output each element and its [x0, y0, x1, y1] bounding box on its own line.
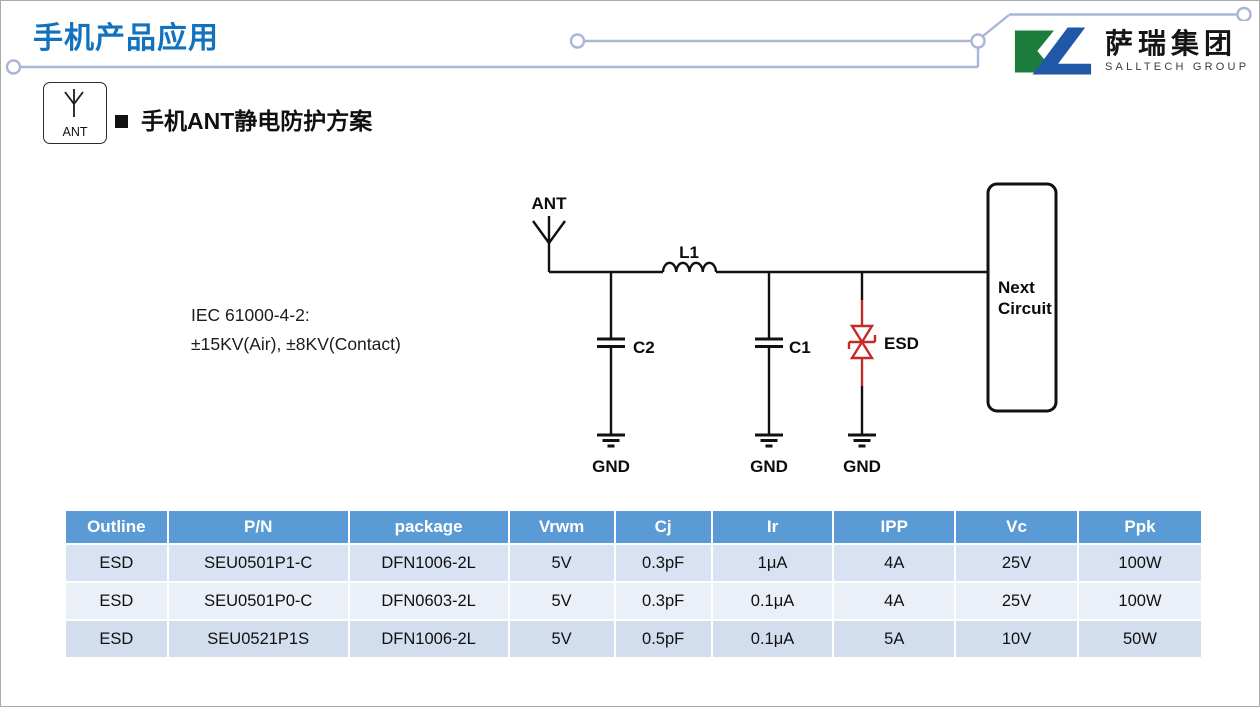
next-circuit-label-line1: Next [998, 278, 1035, 297]
table-cell: DFN1006-2L [349, 621, 508, 657]
table-cell: 100W [1078, 583, 1201, 619]
column-header-cj: Cj [615, 511, 711, 543]
capacitor-c2-symbol [597, 272, 625, 435]
table-cell: 25V [956, 545, 1077, 581]
column-header-package: package [349, 511, 508, 543]
ant-label: ANT [532, 194, 568, 213]
gnd-label: GND [843, 457, 881, 476]
table-cell: SEU0501P0-C [168, 583, 348, 619]
esd-protection-schematic: ANT L1 C2 GND C1 [532, 182, 1058, 476]
table-cell: SEU0501P1-C [168, 545, 348, 581]
table-cell: 4A [834, 583, 955, 619]
table-cell: ESD [66, 545, 167, 581]
gnd-label: GND [750, 457, 788, 476]
esd-tvs-diode-symbol [847, 272, 877, 435]
table-header-row: Outline P/N package Vrwm Cj Ir IPP Vc Ppk [66, 511, 1201, 543]
company-logo: 萨瑞集团 SALLTECH GROUP [1007, 21, 1254, 81]
table-cell: 4A [834, 545, 955, 581]
table-cell: 5V [509, 545, 614, 581]
column-header-vrwm: Vrwm [509, 511, 614, 543]
table-cell: 0.3pF [615, 545, 711, 581]
table-cell: 100W [1078, 545, 1201, 581]
ground-symbol [848, 433, 876, 448]
logo-name-cn: 萨瑞集团 [1105, 28, 1238, 59]
table-cell: 10V [956, 621, 1077, 657]
table-cell: ESD [66, 583, 167, 619]
ground-symbol [597, 433, 625, 448]
table-cell: 5V [509, 621, 614, 657]
esd-label: ESD [884, 334, 919, 353]
column-header-ir: Ir [712, 511, 833, 543]
column-header-ipp: IPP [834, 511, 955, 543]
c1-label: C1 [789, 338, 811, 357]
square-bullet-icon [115, 114, 128, 128]
table-cell: 1μA [712, 545, 833, 581]
section-heading: 手机ANT静电防护方案 [115, 102, 372, 136]
parts-table: Outline P/N package Vrwm Cj Ir IPP Vc Ppk ESD SEU… [64, 509, 1203, 659]
section-title: 手机ANT静电防护方案 [141, 108, 373, 134]
logo-mark-icon [1014, 27, 1092, 75]
column-header-vc: Vc [956, 511, 1077, 543]
table-cell: 50W [1078, 621, 1201, 657]
table-cell: ESD [66, 621, 167, 657]
inductor-l1-symbol [661, 261, 718, 273]
antenna-symbol [532, 216, 566, 272]
ant-box-label: ANT [62, 125, 88, 139]
table-cell: 5V [509, 583, 614, 619]
table-row: ESD SEU0501P1-C DFN1006-2L 5V 0.3pF 1μA 4A 25V 1… [66, 545, 1201, 581]
table-cell: 0.1μA [712, 583, 833, 619]
page-title: 手机产品应用 [33, 22, 219, 55]
table-cell: DFN0603-2L [349, 583, 508, 619]
table-body: ESD SEU0501P1-C DFN1006-2L 5V 0.3pF 1μA 4A 25V 1… [66, 545, 1201, 657]
column-header-outline: Outline [66, 511, 167, 543]
iec-standard-note: IEC 61000-4-2: ±15KV(Air), ±8KV(Contact) [191, 301, 401, 359]
table-cell: DFN1006-2L [349, 545, 508, 581]
table-row: ESD SEU0521P1S DFN1006-2L 5V 0.5pF 0.1μA 5A 10V… [66, 621, 1201, 657]
antenna-icon [64, 89, 84, 117]
logo-text: 萨瑞集团 SALLTECH GROUP [1105, 28, 1250, 74]
c2-label: C2 [633, 338, 655, 357]
next-circuit-box [986, 182, 1058, 413]
table-cell: 0.1μA [712, 621, 833, 657]
column-header-p-n: P/N [168, 511, 348, 543]
column-header-ppk: Ppk [1078, 511, 1201, 543]
capacitor-c1-symbol [755, 272, 783, 435]
table-cell: SEU0521P1S [168, 621, 348, 657]
header-trace-decoration [5, 6, 1252, 75]
ground-symbol [755, 433, 783, 448]
logo-name-en: SALLTECH GROUP [1105, 61, 1250, 73]
table-row: ESD SEU0501P0-C DFN0603-2L 5V 0.3pF 0.1μA 4A 25… [66, 583, 1201, 619]
gnd-label: GND [592, 457, 630, 476]
ant-icon-box: ANT [43, 82, 107, 144]
iec-note-line2: ±15KV(Air), ±8KV(Contact) [191, 334, 401, 354]
table-cell: 5A [834, 621, 955, 657]
table-cell: 25V [956, 583, 1077, 619]
table-cell: 0.3pF [615, 583, 711, 619]
table-cell: 0.5pF [615, 621, 711, 657]
iec-note-line1: IEC 61000-4-2: [191, 305, 310, 325]
l1-label: L1 [679, 243, 699, 262]
next-circuit-label-line2: Circuit [998, 299, 1052, 318]
